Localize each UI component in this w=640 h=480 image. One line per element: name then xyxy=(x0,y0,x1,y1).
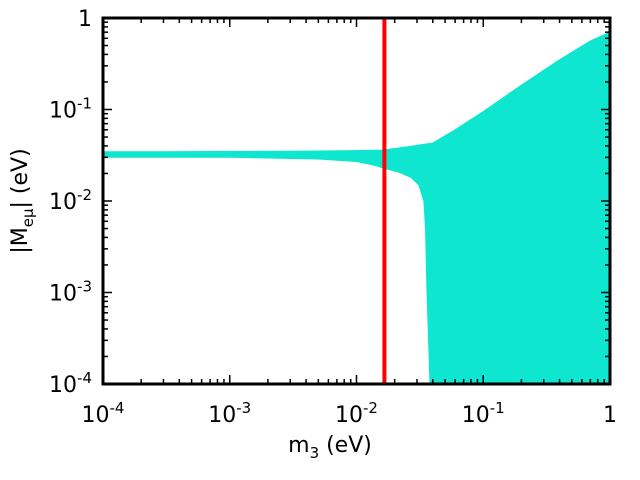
y-tick-label: 10-2 xyxy=(49,186,92,215)
y-axis-label: |Meμ| (eV) xyxy=(8,148,37,253)
x-tick-label: 10-4 xyxy=(82,399,125,428)
x-tick-label: 1 xyxy=(603,403,617,428)
x-axis-label: m3 (eV) xyxy=(288,433,372,462)
y-tick-label: 10-3 xyxy=(49,278,92,307)
allowed-region xyxy=(103,31,610,384)
x-tick-label: 10-3 xyxy=(208,399,251,428)
y-tick-label: 10-1 xyxy=(49,95,92,124)
y-tick-label: 1 xyxy=(78,7,92,32)
y-tick-label: 10-4 xyxy=(49,369,92,398)
y-tick-labels: 10-4 10-3 10-2 10-1 1 xyxy=(49,7,92,398)
x-tick-label: 10-2 xyxy=(335,399,378,428)
plot-frame xyxy=(101,16,612,386)
region-layer xyxy=(103,31,610,384)
x-tick-labels: 10-4 10-3 10-2 10-1 1 xyxy=(82,399,617,428)
x-tick-label: 10-1 xyxy=(462,399,505,428)
